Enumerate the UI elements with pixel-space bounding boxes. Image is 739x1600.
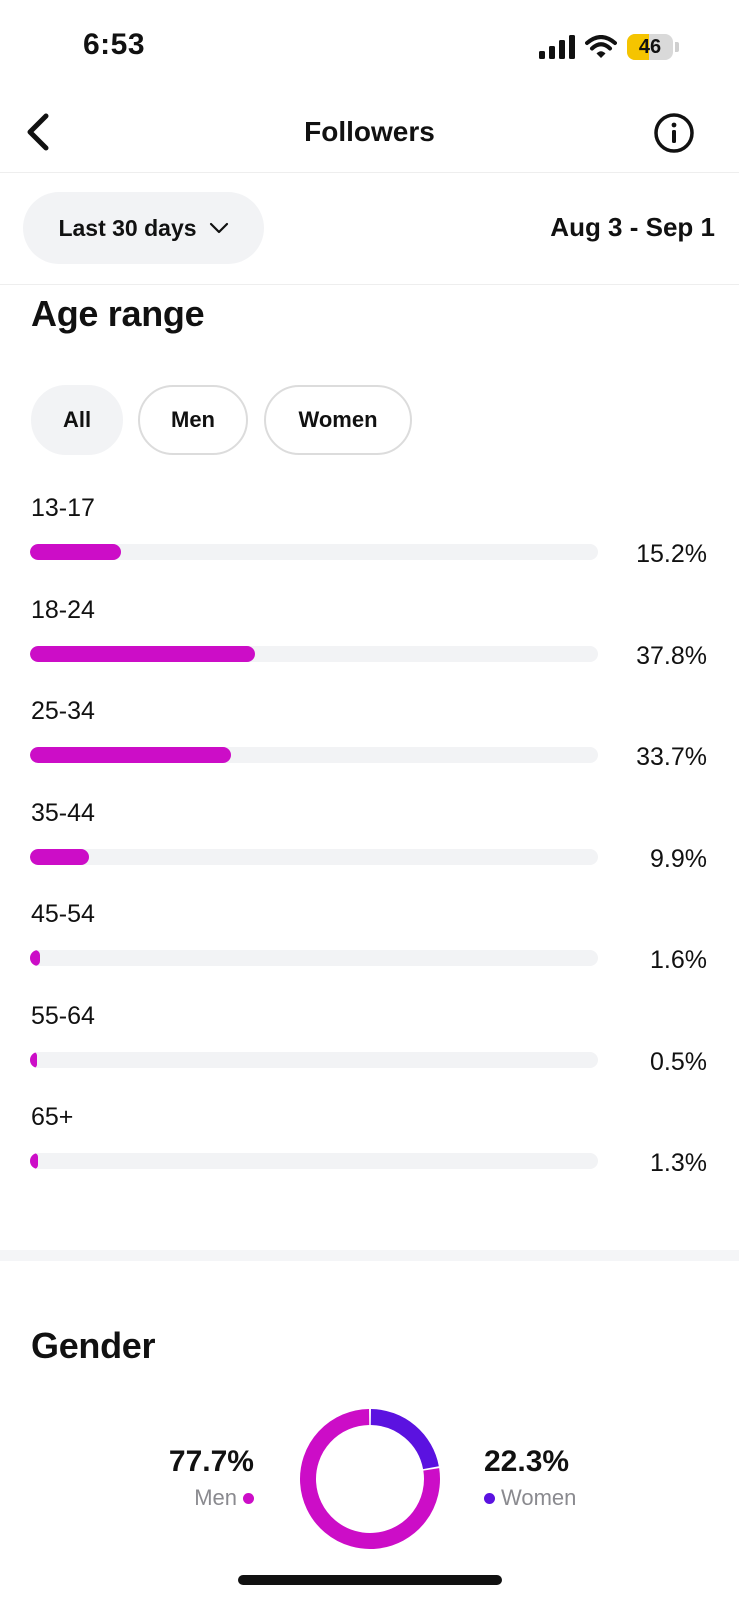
age-label: 45-54 [31, 900, 95, 928]
period-label: Last 30 days [58, 214, 197, 241]
age-value: 37.8% [636, 641, 707, 670]
age-range-title: Age range [31, 293, 205, 334]
back-arrow-icon [27, 113, 49, 151]
age-bar-track [30, 645, 598, 662]
age-label: 55-64 [31, 1001, 95, 1030]
age-label: 18-24 [31, 595, 95, 624]
info-icon [654, 113, 694, 153]
chevron-down-icon [209, 222, 228, 234]
gender-men-legend: 77.7% Men [130, 1445, 254, 1511]
home-indicator [238, 1575, 502, 1585]
women-legend-row: Women [484, 1485, 624, 1511]
battery-icon: 46 [627, 34, 673, 60]
age-label: 65+ [31, 1103, 74, 1131]
status-time: 6:53 [83, 28, 146, 61]
age-bar-track [30, 747, 598, 763]
info-button[interactable] [649, 108, 699, 158]
men-legend-row: Men [130, 1485, 254, 1511]
gender-title: Gender [31, 1325, 156, 1366]
age-row: 13-17 15.2% [0, 490, 739, 590]
age-value: 1.6% [650, 946, 707, 974]
age-bar-track [30, 544, 598, 560]
gender-donut-chart [300, 1409, 440, 1549]
age-bar-track [30, 950, 598, 966]
segment-all[interactable]: All [31, 385, 123, 455]
battery-nub [675, 42, 679, 52]
age-label: 35-44 [31, 798, 95, 827]
status-icons: 46 [539, 34, 679, 60]
age-row: 18-24 37.8% [0, 592, 739, 692]
age-value: 15.2% [636, 540, 707, 568]
age-value: 9.9% [650, 844, 707, 873]
age-bar [30, 544, 121, 560]
women-dot-icon [484, 1492, 495, 1504]
nav-bar: Followers [0, 96, 739, 173]
age-bar [30, 848, 90, 865]
age-row: 65+ 1.3% [0, 1099, 739, 1199]
status-bar: 6:53 46 [0, 0, 739, 96]
donut-slice-men [300, 1409, 440, 1549]
age-row: 35-44 9.9% [0, 795, 739, 895]
battery-level: 46 [638, 36, 662, 58]
back-button[interactable] [12, 106, 64, 158]
page-title: Followers [304, 116, 435, 147]
men-label: Men [194, 1485, 237, 1510]
age-bar [30, 1051, 37, 1068]
section-divider [0, 1250, 739, 1261]
age-row: 45-54 1.6% [0, 896, 739, 996]
period-dropdown[interactable]: Last 30 days [23, 192, 264, 264]
donut-slice-women [370, 1409, 439, 1470]
segment-men[interactable]: Men [138, 385, 248, 455]
age-label: 13-17 [31, 494, 95, 522]
women-percentage: 22.3% [484, 1445, 570, 1478]
signal-icon [539, 35, 575, 59]
age-label: 25-34 [31, 697, 95, 725]
segment-women[interactable]: Women [264, 385, 412, 455]
age-row: 25-34 33.7% [0, 693, 739, 793]
age-bar-track [30, 1051, 598, 1068]
age-bar [30, 950, 40, 966]
date-range: Aug 3 - Sep 1 [550, 212, 715, 242]
age-row: 55-64 0.5% [0, 998, 739, 1098]
age-bar-track [30, 848, 598, 865]
wifi-icon [585, 35, 617, 58]
gender-women-legend: 22.3% Women [484, 1445, 624, 1511]
age-value: 0.5% [650, 1047, 707, 1076]
filter-bar: Last 30 days Aug 3 - Sep 1 [0, 172, 739, 285]
women-label: Women [501, 1485, 577, 1510]
men-percentage: 77.7% [168, 1445, 254, 1478]
age-bar [30, 645, 256, 662]
age-bar-track [30, 1153, 598, 1169]
age-bar [30, 1153, 38, 1169]
age-bar [30, 747, 231, 763]
men-dot-icon [243, 1492, 254, 1504]
age-value: 1.3% [650, 1149, 707, 1177]
age-value: 33.7% [636, 743, 707, 771]
